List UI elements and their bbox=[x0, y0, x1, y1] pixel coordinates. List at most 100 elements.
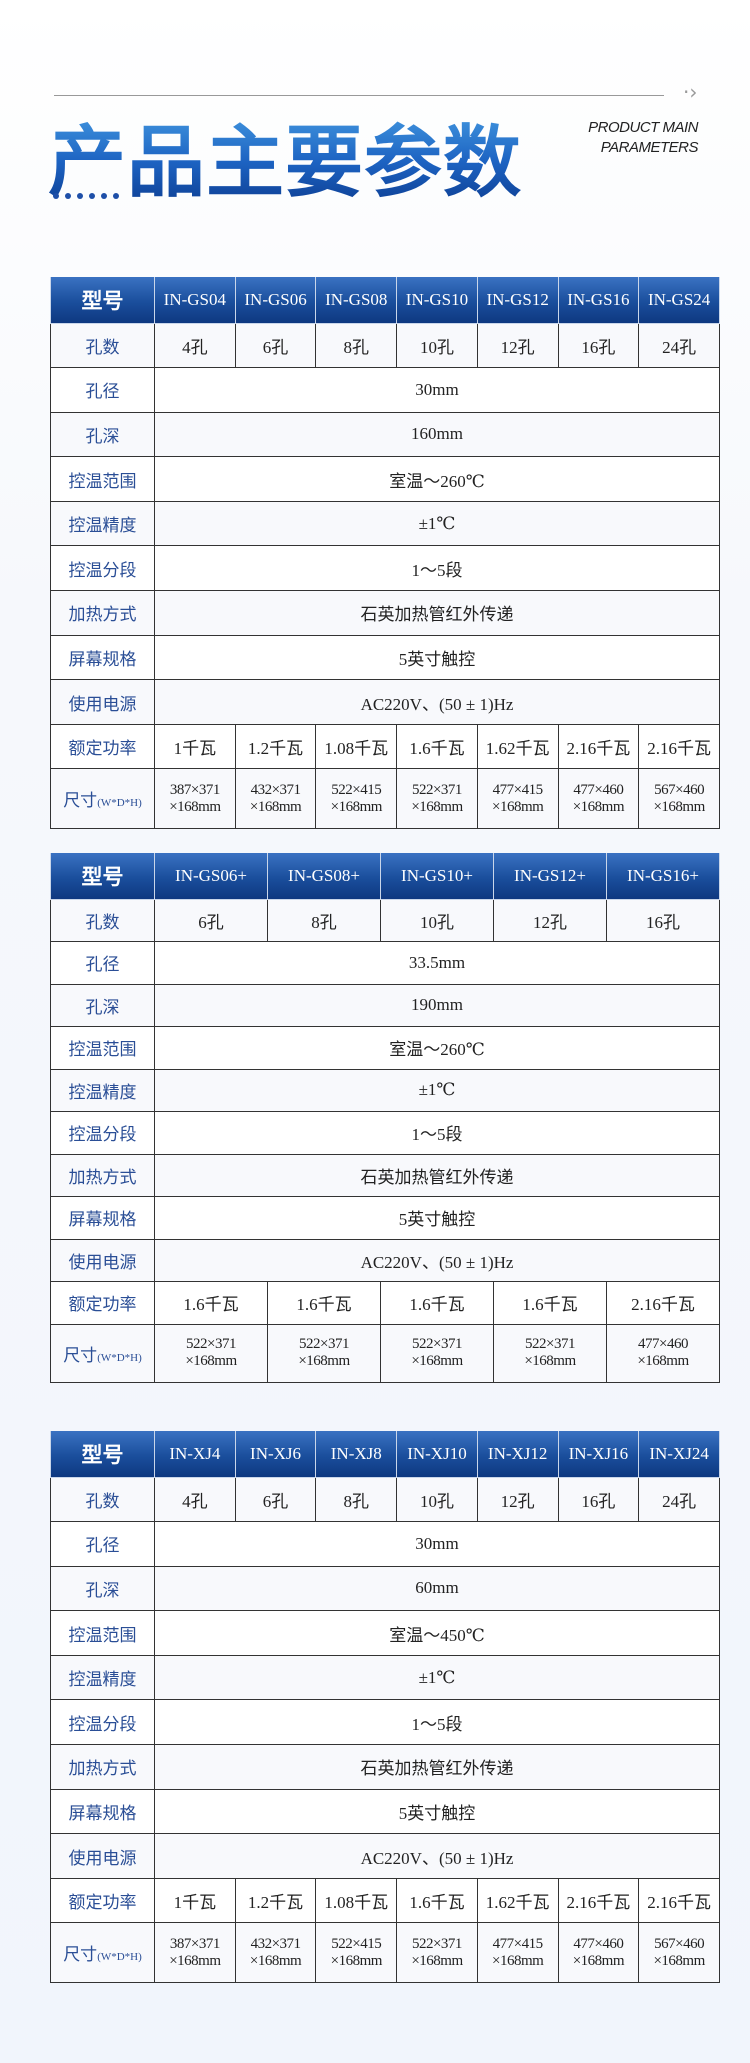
row-label: 孔深 bbox=[50, 411, 155, 458]
row-value: 1.62千瓦 bbox=[476, 1877, 559, 1924]
row-label-text: 屏幕规格 bbox=[68, 1803, 137, 1823]
size-line: 432×371 bbox=[250, 1935, 301, 1952]
row-label: 控温精度 bbox=[50, 500, 155, 547]
size-value: 567×460 ×168mm bbox=[638, 768, 720, 830]
row-label-text: 孔深 bbox=[85, 1580, 120, 1600]
row-value: 30mm bbox=[154, 1521, 720, 1567]
row-label-text: 控温精度 bbox=[68, 516, 137, 536]
spec-table-gs: 型号 IN-GS04 IN-GS06 IN-GS08 IN-GS10 IN-GS12 IN-… bbox=[50, 277, 720, 830]
table-row: 尺寸(W*D*H) 522×371 ×168mm 522×371 ×168mm 522×3… bbox=[50, 1323, 720, 1383]
size-line: ×168mm bbox=[298, 1353, 350, 1369]
size-value: 522×415 ×168mm bbox=[315, 1922, 398, 1984]
size-value: 522×371 ×168mm bbox=[154, 1323, 268, 1383]
row-value: 石英加热管红外传递 bbox=[154, 590, 720, 636]
table-row: 控温精度 ±1℃ bbox=[50, 1068, 720, 1112]
row-value: 12孔 bbox=[476, 322, 559, 369]
size-line: ×168mm bbox=[411, 1952, 463, 1969]
table-row: 控温分段 1～5段 bbox=[50, 1111, 720, 1155]
size-line: ×168mm bbox=[249, 798, 302, 815]
row-label-unit: (W*D*H) bbox=[97, 1951, 142, 1964]
table-row: 加热方式 石英加热管红外传递 bbox=[50, 1153, 720, 1197]
model-name: IN-GS04 bbox=[154, 277, 236, 324]
table-row: 孔径 30mm bbox=[50, 1521, 720, 1567]
model-name: IN-GS10+ bbox=[380, 853, 494, 900]
decorative-dots bbox=[53, 193, 119, 199]
table-row: 使用电源 AC220V、(50 ± 1)Hz bbox=[50, 1833, 720, 1879]
model-name: IN-GS24 bbox=[638, 277, 720, 324]
row-label: 孔径 bbox=[50, 367, 155, 413]
row-label: 控温精度 bbox=[50, 1654, 155, 1701]
table-row: 孔深 160mm bbox=[50, 411, 720, 458]
row-value: 室温～450℃ bbox=[154, 1610, 720, 1656]
row-label: 孔深 bbox=[50, 1565, 155, 1612]
size-line: ×168mm bbox=[524, 1353, 576, 1369]
size-line: ×168mm bbox=[330, 798, 383, 815]
table-row: 使用电源 AC220V、(50 ± 1)Hz bbox=[50, 679, 720, 725]
size-value: 477×415 ×168mm bbox=[476, 768, 559, 830]
row-label-text: 控温分段 bbox=[68, 1125, 137, 1145]
size-value: 387×371 ×168mm bbox=[154, 768, 236, 830]
row-label: 孔数 bbox=[50, 898, 155, 942]
size-line: ×168mm bbox=[169, 798, 221, 815]
size-value: 387×371 ×168mm bbox=[154, 1922, 236, 1984]
row-label-text: 孔数 bbox=[85, 1491, 120, 1511]
row-value: 10孔 bbox=[396, 322, 478, 369]
spec-table-gs-plus: 型号 IN-GS06+ IN-GS08+ IN-GS10+ IN-GS12+ IN-GS1… bbox=[50, 853, 720, 1383]
size-line: 522×415 bbox=[331, 1935, 382, 1952]
row-label: 控温范围 bbox=[50, 1026, 155, 1070]
model-label: 型号 bbox=[50, 277, 155, 324]
row-value: 2.16千瓦 bbox=[557, 723, 640, 770]
size-line: 567×460 bbox=[654, 1935, 705, 1952]
size-line: ×168mm bbox=[411, 798, 463, 815]
size-line: 477×460 bbox=[573, 781, 624, 798]
row-value: 室温～260℃ bbox=[154, 456, 720, 502]
size-line: 477×460 bbox=[573, 1935, 624, 1952]
size-line: 522×371 bbox=[525, 1336, 575, 1352]
row-value: 2.16千瓦 bbox=[638, 723, 720, 770]
row-value: 1.6千瓦 bbox=[267, 1281, 381, 1325]
row-label: 孔深 bbox=[50, 983, 155, 1027]
row-value: 33.5mm bbox=[154, 941, 720, 985]
row-label-text: 孔深 bbox=[85, 997, 120, 1017]
subtitle-line-1: PRODUCT MAIN bbox=[588, 119, 698, 136]
table-row: 孔数 4孔 6孔 8孔 10孔 12孔 16孔 24孔 bbox=[50, 1476, 720, 1523]
row-label: 额定功率 bbox=[50, 723, 155, 770]
row-label: 加热方式 bbox=[50, 1153, 155, 1197]
model-name: IN-GS06 bbox=[234, 277, 317, 324]
row-value: ±1℃ bbox=[154, 500, 720, 547]
row-label-text: 孔深 bbox=[85, 426, 120, 446]
row-value: 5英寸触控 bbox=[154, 1196, 720, 1240]
row-value: 16孔 bbox=[557, 1476, 640, 1523]
table-row: 加热方式 石英加热管红外传递 bbox=[50, 1744, 720, 1790]
row-value: 1.6千瓦 bbox=[396, 1877, 478, 1924]
table-row: 额定功率 1千瓦 1.2千瓦 1.08千瓦 1.6千瓦 1.62千瓦 2.16千瓦 2.16千… bbox=[50, 1877, 720, 1924]
size-value: 567×460 ×168mm bbox=[638, 1922, 720, 1984]
row-label-text: 控温分段 bbox=[68, 1714, 137, 1734]
row-label: 孔径 bbox=[50, 941, 155, 985]
table-row: 加热方式 石英加热管红外传递 bbox=[50, 590, 720, 636]
row-value: 5英寸触控 bbox=[154, 1788, 720, 1835]
size-line: 432×371 bbox=[250, 781, 301, 798]
row-label-text: 孔径 bbox=[85, 1536, 120, 1556]
size-line: 567×460 bbox=[654, 781, 705, 798]
model-name: IN-GS12 bbox=[476, 277, 559, 324]
size-line: ×168mm bbox=[169, 1952, 221, 1969]
table-row: 额定功率 1.6千瓦 1.6千瓦 1.6千瓦 1.6千瓦 2.16千瓦 bbox=[50, 1281, 720, 1325]
table-row: 孔数 4孔 6孔 8孔 10孔 12孔 16孔 24孔 bbox=[50, 322, 720, 369]
row-label: 孔数 bbox=[50, 1476, 155, 1523]
table-row: 使用电源 AC220V、(50 ± 1)Hz bbox=[50, 1238, 720, 1282]
row-label: 额定功率 bbox=[50, 1877, 155, 1924]
row-value: 室温～260℃ bbox=[154, 1026, 720, 1070]
size-line: ×168mm bbox=[330, 1952, 383, 1969]
size-line: 522×371 bbox=[412, 1336, 462, 1352]
model-name: IN-GS12+ bbox=[493, 853, 607, 900]
size-value: 522×371 ×168mm bbox=[396, 768, 478, 830]
table-row: 孔数 6孔 8孔 10孔 12孔 16孔 bbox=[50, 898, 720, 942]
size-value: 522×371 ×168mm bbox=[267, 1323, 381, 1383]
row-value: 1～5段 bbox=[154, 1699, 720, 1746]
size-line: ×168mm bbox=[653, 798, 705, 815]
model-label: 型号 bbox=[50, 853, 155, 900]
model-name: IN-XJ16 bbox=[557, 1431, 640, 1478]
row-value: 12孔 bbox=[493, 898, 607, 942]
row-label-text: 尺寸 bbox=[63, 791, 98, 811]
